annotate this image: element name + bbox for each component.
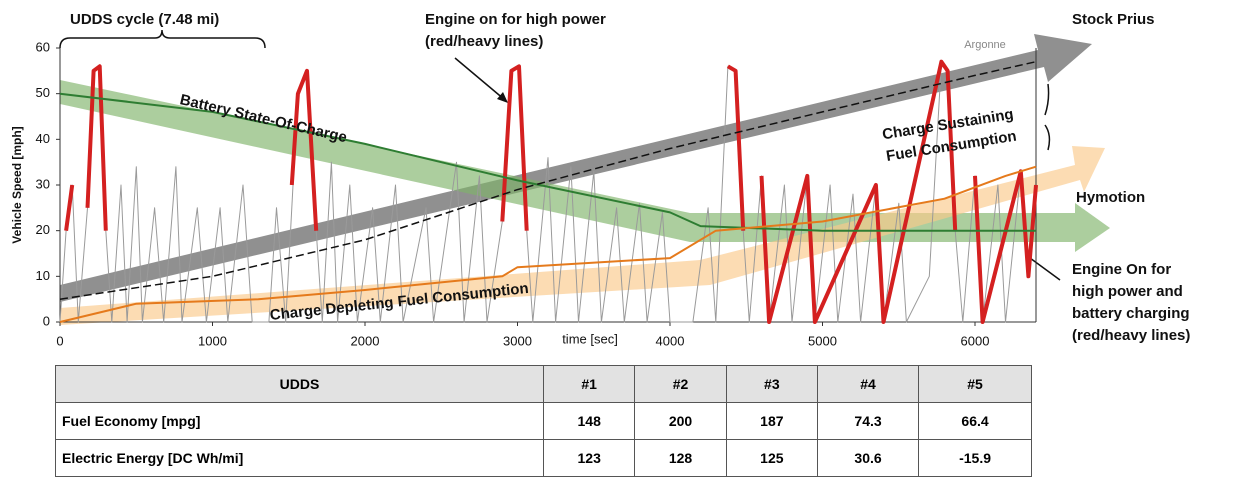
annotation: Engine On for high power and battery charg… — [1072, 261, 1190, 344]
y-tick-label: 20 — [36, 222, 50, 237]
annotation-line: Engine on for high power — [425, 11, 606, 28]
cycle-bracket — [59, 29, 266, 49]
table-cell: 123 — [543, 439, 636, 477]
header-cell: #4 — [816, 365, 920, 403]
y-tick-label: 40 — [36, 131, 50, 146]
header-cell: #5 — [918, 365, 1032, 403]
pointer — [454, 57, 506, 101]
pointer — [1029, 257, 1061, 281]
x-tick-label: 3000 — [503, 333, 532, 348]
y-axis-label: Vehicle Speed [mph] — [10, 126, 24, 243]
y-tick-label: 50 — [36, 85, 50, 100]
x-tick-label: 6000 — [961, 333, 990, 348]
logo: Argonne — [964, 39, 1006, 51]
annotation-line: (red/heavy lines) — [425, 33, 543, 50]
series-line — [59, 165, 1037, 323]
table-cell: -15.9 — [918, 439, 1032, 477]
series-line — [64, 59, 1038, 324]
header-row: UDDS #1 #2 #3 #4 #5 — [54, 365, 1032, 403]
table-cell: Electric Energy [DC Wh/mi] — [54, 439, 545, 477]
annotation-line: battery charging — [1072, 305, 1190, 322]
table-cell: 200 — [634, 402, 727, 440]
table-row: Fuel Economy [mpg] 148 200 187 74.3 66.4 — [54, 402, 1032, 440]
pointer — [1044, 83, 1051, 151]
series-label: Hymotion — [1076, 189, 1145, 206]
annotation-line: Engine On for — [1072, 261, 1171, 278]
annotation-line: high power and — [1072, 283, 1183, 300]
header-cell: #2 — [634, 365, 727, 403]
x-tick-label: 0 — [56, 333, 63, 348]
table-row: Electric Energy [DC Wh/mi] 123 128 125 30.6-… — [54, 439, 1032, 477]
table-cell: 148 — [543, 402, 636, 440]
annotation-line: (red/heavy lines) — [1072, 327, 1190, 344]
table-cell: 125 — [725, 439, 819, 477]
results-table: UDDS #1 #2 #3 #4 #5 Fuel Economy [mpg] 148 200 18… — [54, 365, 1032, 477]
x-tick-label: 4000 — [656, 333, 685, 348]
series-line — [59, 92, 1036, 232]
annotation: UDDS cycle (7.48 mi) — [70, 11, 219, 28]
annotation-line: UDDS cycle (7.48 mi) — [70, 11, 219, 28]
x-tick-label: 5000 — [808, 333, 837, 348]
table-cell: 128 — [634, 439, 727, 477]
table-cell: 187 — [725, 402, 819, 440]
y-tick-label: 0 — [43, 313, 50, 328]
y-tick-label: 30 — [36, 176, 50, 191]
prius-band — [60, 34, 1092, 302]
annotation: Engine on for high power (red/heavy lines… — [425, 11, 606, 50]
table-cell: 30.6 — [816, 439, 920, 477]
header-cell: UDDS — [54, 365, 545, 403]
table-cell: 74.3 — [816, 402, 920, 440]
pointer-head — [497, 92, 508, 103]
header-cell: #3 — [725, 365, 819, 403]
table-cell: 66.4 — [918, 402, 1032, 440]
chart: Stock Prius Hymotion Argonne time [sec] … — [10, 11, 1190, 348]
x-tick-label: 1000 — [198, 333, 227, 348]
series-line — [59, 60, 1037, 300]
y-tick-label: 10 — [36, 268, 50, 283]
header-cell: #1 — [543, 365, 636, 403]
x-axis-label: time [sec] — [562, 331, 618, 346]
x-tick-label: 2000 — [351, 333, 380, 348]
y-tick-label: 60 — [36, 39, 50, 54]
series-label: Stock Prius — [1072, 11, 1155, 28]
table-cell: Fuel Economy [mpg] — [54, 402, 545, 440]
